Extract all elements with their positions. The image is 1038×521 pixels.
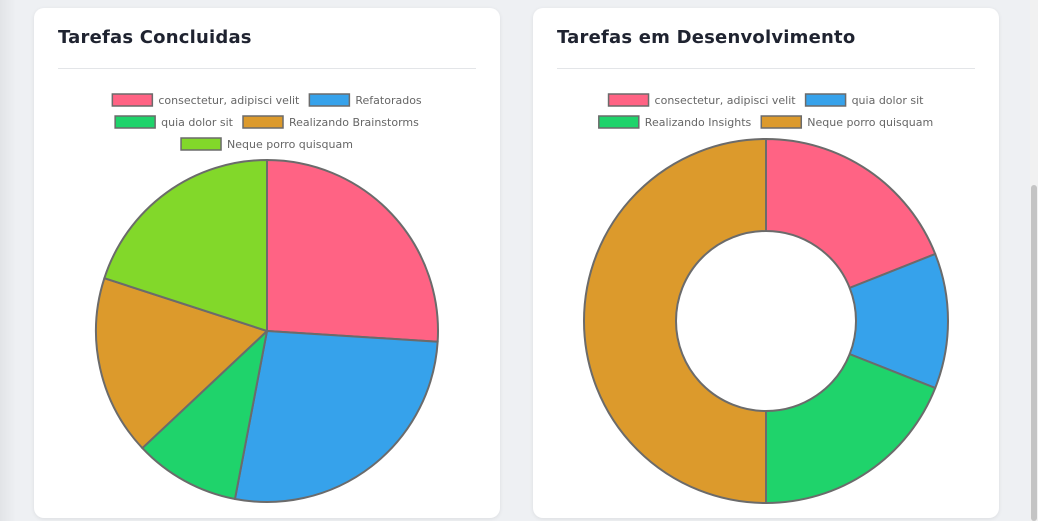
legend-swatch (804, 93, 847, 107)
card-divider (557, 68, 975, 69)
completed-tasks-card: Tarefas Concluidas consectetur, adipisci… (34, 8, 500, 518)
pie-slice-refatorados[interactable] (233, 330, 439, 503)
doughnut-slice-realizando-insights[interactable] (765, 353, 937, 504)
legend-swatch (180, 137, 222, 151)
legend-item-realizando-brainstorms[interactable]: Realizando Brainstorms (242, 115, 419, 129)
doughnut-slice-consectetur-adipisci-velit[interactable] (765, 138, 937, 289)
legend-item-refatorados[interactable]: Refatorados (308, 93, 422, 107)
card-title: Tarefas Concluidas (58, 27, 252, 48)
legend-item-consectetur-adipisci-velit[interactable]: consectetur, adipisci velit (111, 93, 300, 107)
legend-label: Neque porro quisquam (807, 116, 933, 129)
pie-slice-realizando-brainstorms[interactable] (95, 277, 268, 450)
legend-label: consectetur, adipisci velit (158, 94, 300, 107)
legend-label: Realizando Insights (645, 116, 752, 129)
legend-label: Refatorados (355, 94, 422, 107)
legend-swatch (308, 93, 351, 107)
legend-item-neque-porro-quisquam[interactable]: Neque porro quisquam (760, 115, 933, 129)
card-divider (58, 68, 476, 69)
page-left-gutter (0, 0, 16, 521)
legend-label: Neque porro quisquam (227, 138, 353, 151)
legend-item-realizando-insights[interactable]: Realizando Insights (598, 115, 752, 129)
scrollbar-thumb[interactable] (1031, 185, 1037, 521)
legend-label: quia dolor sit (161, 116, 234, 129)
legend-swatch (111, 93, 154, 107)
legend-label: Realizando Brainstorms (289, 116, 419, 129)
in-development-doughnut-chart: consectetur, adipisci velit quia dolor si… (583, 93, 949, 504)
legend-item-neque-porro-quisquam[interactable]: Neque porro quisquam (180, 137, 353, 151)
legend-swatch (114, 115, 156, 129)
legend-swatch (598, 115, 640, 129)
legend-label: consectetur, adipisci velit (655, 94, 797, 107)
pie-slice-quia-dolor-sit[interactable] (141, 330, 268, 500)
legend-swatch (607, 93, 650, 107)
legend-item-quia-dolor-sit[interactable]: quia dolor sit (804, 93, 925, 107)
pie-slice-neque-porro-quisquam[interactable] (103, 159, 268, 332)
doughnut-slice-neque-porro-quisquam[interactable] (583, 138, 767, 504)
pie-slice-consectetur-adipisci-velit[interactable] (266, 159, 439, 343)
legend-label: quia dolor sit (852, 94, 925, 107)
in-development-tasks-card: Tarefas em Desenvolvimento consectetur, … (533, 8, 999, 518)
legend-swatch (760, 115, 803, 129)
legend-item-quia-dolor-sit[interactable]: quia dolor sit (114, 115, 234, 129)
card-title: Tarefas em Desenvolvimento (557, 27, 856, 48)
legend-item-consectetur-adipisci-velit[interactable]: consectetur, adipisci velit (607, 93, 797, 107)
completed-tasks-pie-chart: consectetur, adipisci velit Refatorados qu… (95, 93, 439, 503)
legend-swatch (242, 115, 284, 129)
